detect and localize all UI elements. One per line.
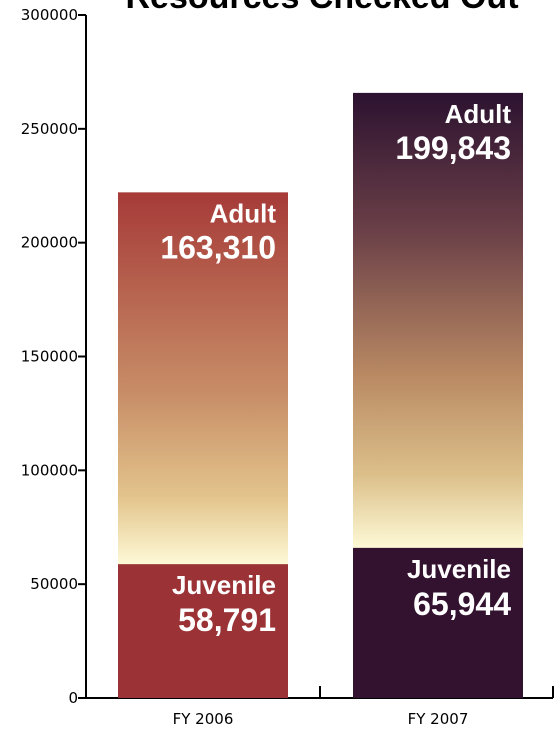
y-tick-label: 0 xyxy=(68,689,78,707)
bar-labels: Adult163,310Juvenile58,791Adult199,843Ju… xyxy=(160,99,511,638)
bar-juvenile-fy2006 xyxy=(118,564,288,698)
x-category-label: FY 2007 xyxy=(408,710,469,728)
adult-series-label: Adult xyxy=(445,99,512,129)
y-tick-label: 150000 xyxy=(21,348,78,366)
adult-value-label: 163,310 xyxy=(160,229,276,265)
bar-adult-fy2007 xyxy=(353,92,523,548)
chart-title: Resources Checked Out xyxy=(125,0,518,16)
juvenile-series-label: Juvenile xyxy=(172,570,276,600)
axes: 0 50000 100000 150000 200000 250000 300000 FY 2… xyxy=(21,6,554,728)
bar-adult-fy2006 xyxy=(118,192,288,565)
y-tick-label: 250000 xyxy=(21,120,78,138)
adult-value-label: 199,843 xyxy=(395,130,511,166)
juvenile-value-label: 65,944 xyxy=(413,586,511,622)
juvenile-value-label: 58,791 xyxy=(178,602,276,638)
y-tick-label: 100000 xyxy=(21,461,78,479)
y-tick-label: 200000 xyxy=(21,234,78,252)
juvenile-series-label: Juvenile xyxy=(407,554,511,584)
x-category-label: FY 2006 xyxy=(173,710,234,728)
bar-juvenile-fy2007 xyxy=(353,547,523,698)
adult-series-label: Adult xyxy=(210,198,277,228)
bars xyxy=(118,92,523,698)
y-tick-label: 50000 xyxy=(30,575,78,593)
y-tick-label: 300000 xyxy=(21,6,78,24)
